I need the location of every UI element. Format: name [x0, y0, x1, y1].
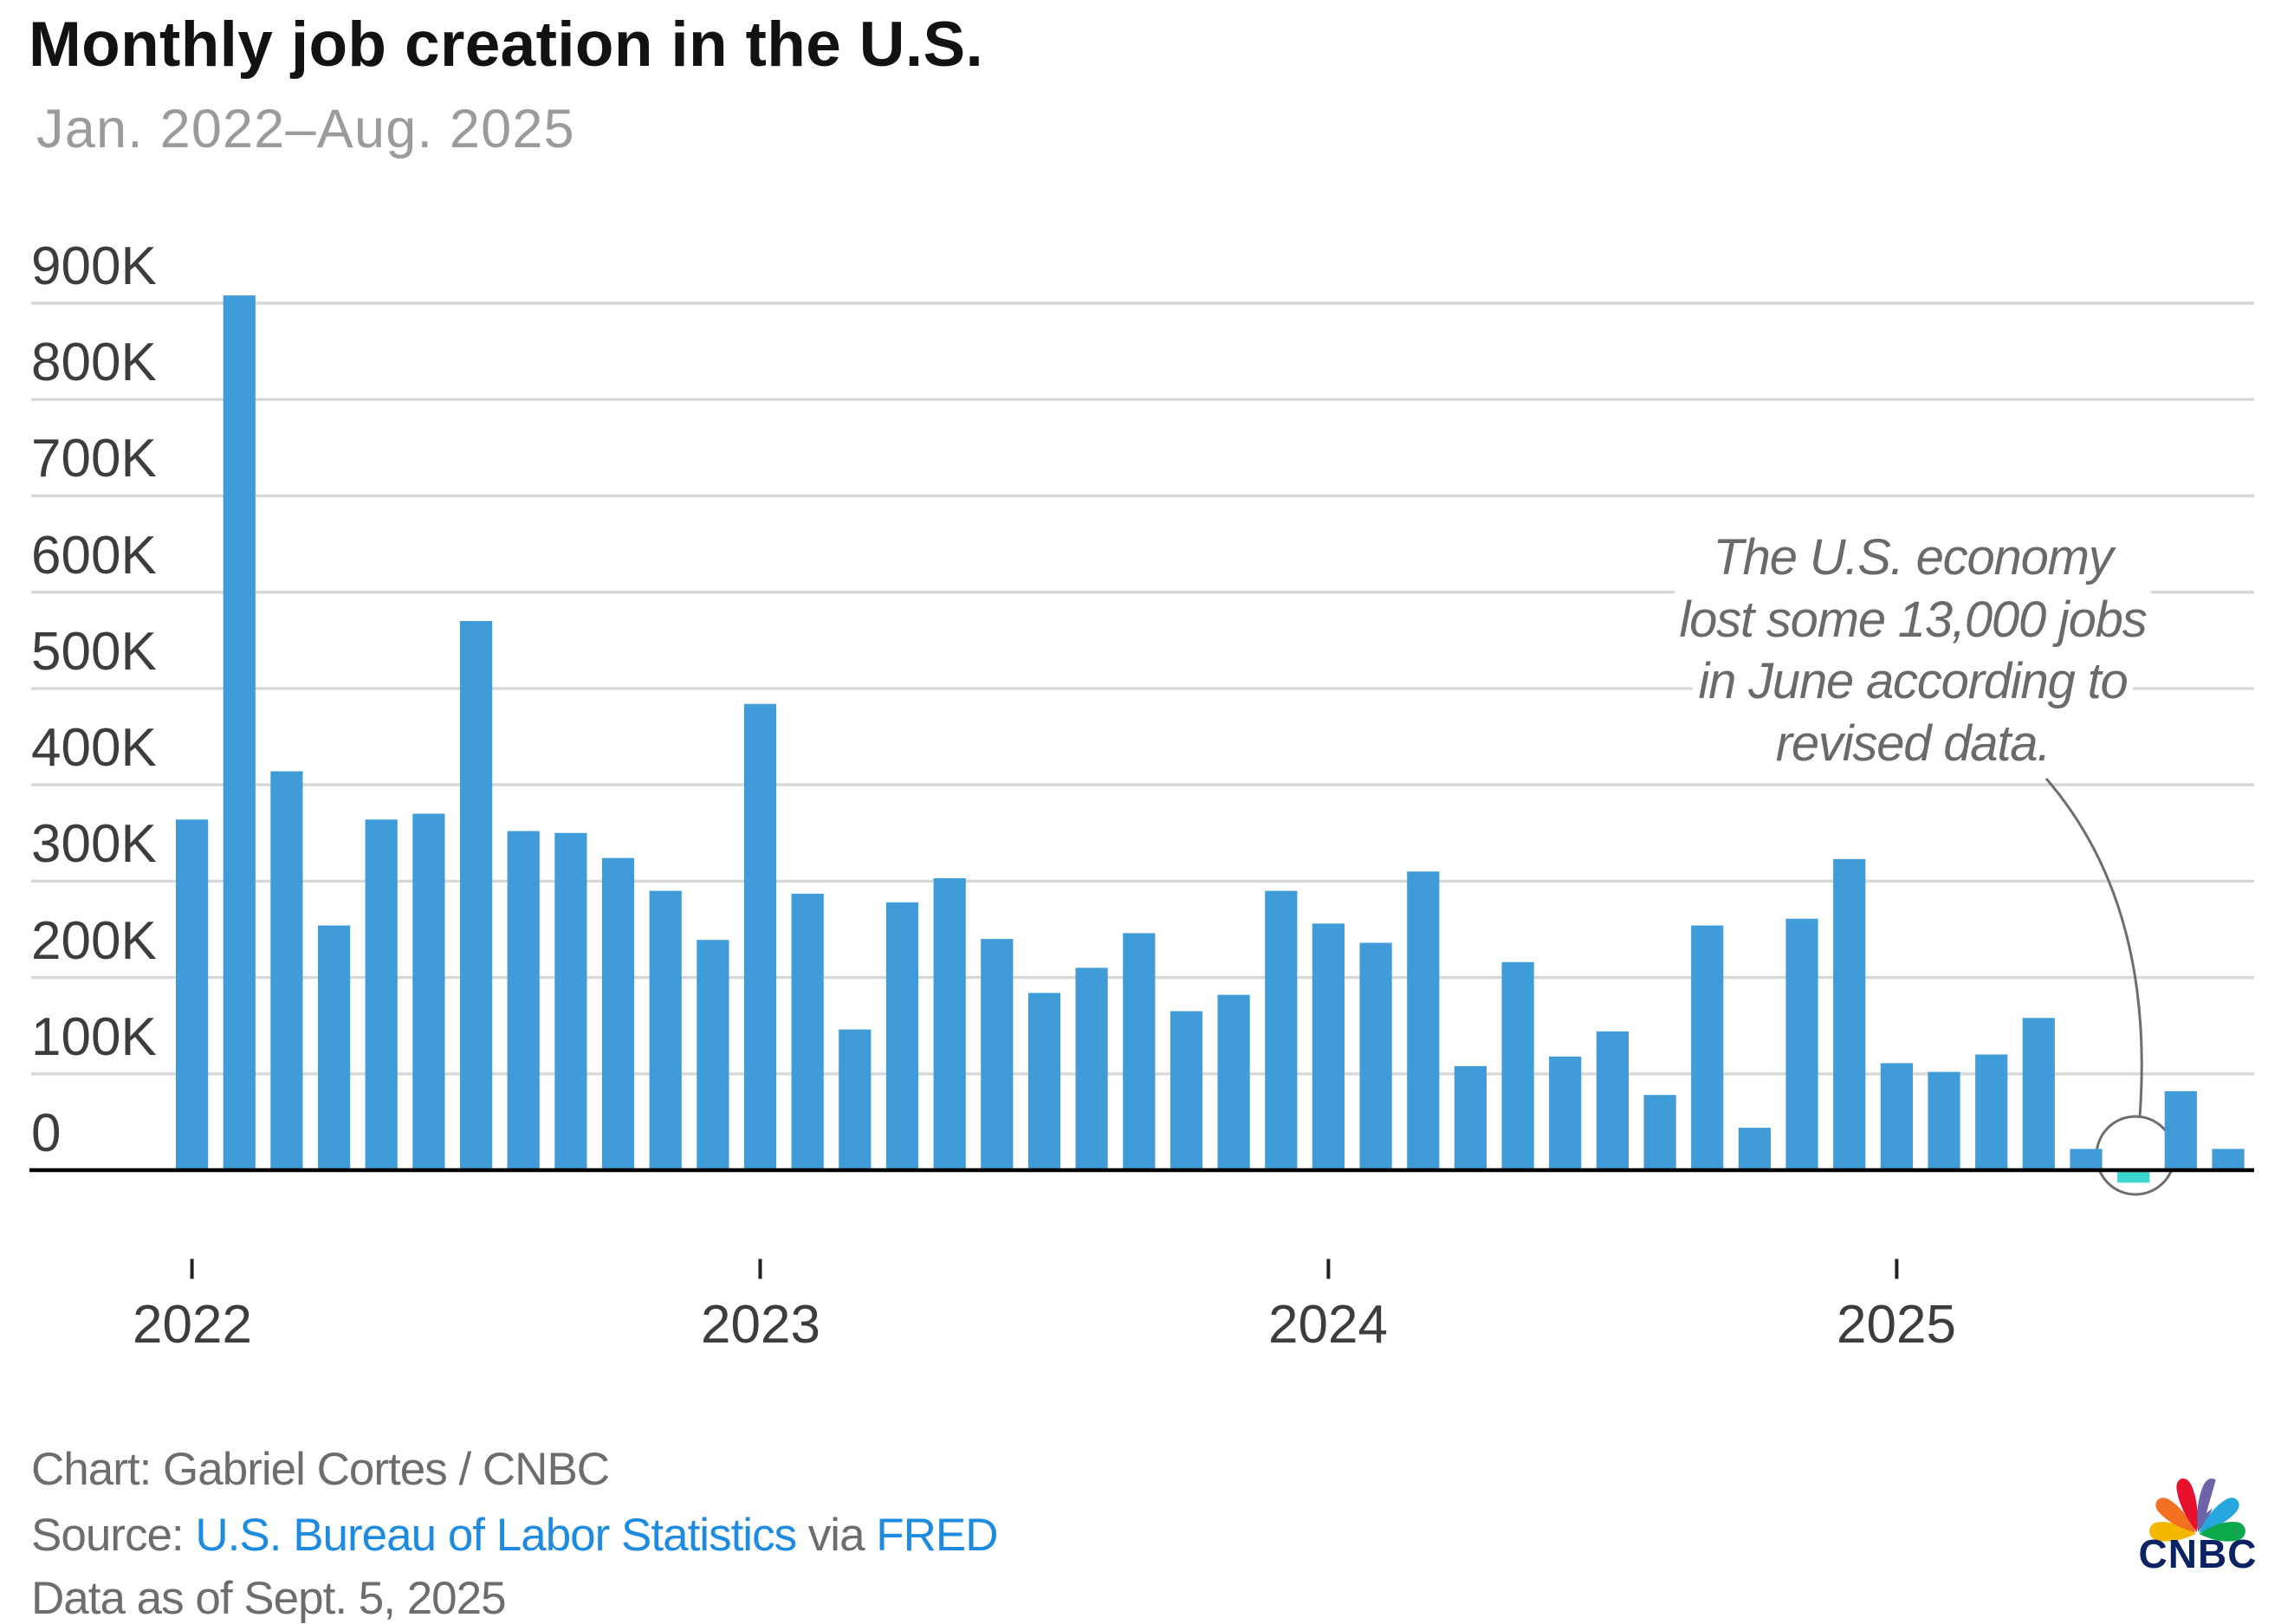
svg-text:CNBC: CNBC: [2139, 1531, 2258, 1576]
